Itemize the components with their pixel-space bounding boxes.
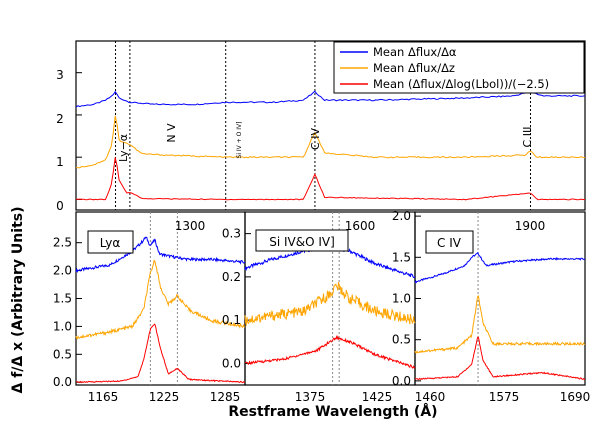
panel-civ-top-tick: 1900: [515, 219, 546, 233]
panel-siiv-ytick-label-4: 2.0: [392, 209, 411, 223]
xtick-1460: 1460: [415, 390, 446, 404]
top-panel-frame: [75, 40, 586, 211]
xtick-1165: 1165: [88, 390, 119, 404]
top-panel-series-2: [76, 157, 586, 201]
panel-lya-ytick-label-4: 2.0: [53, 264, 72, 278]
panel-lya-ytick-label-5: 2.5: [53, 236, 72, 250]
top-panel-series-1: [75, 115, 586, 169]
panel-civ-series-2: [415, 336, 586, 381]
panel-civ-series-0: [414, 251, 586, 284]
y-axis-title: Δ f/Δ x (Arbitrary Units): [10, 207, 26, 394]
top-ytick-1: 1: [56, 155, 64, 169]
panel-lya-ytick-label-3: 0.3: [222, 227, 241, 241]
panel-lya-ytick-label-2: 0.2: [222, 270, 241, 284]
xtick-1225: 1225: [149, 390, 180, 404]
panel-lya-series-1: [75, 259, 246, 340]
panel-siiv-series-1: [244, 281, 416, 327]
line-label-nv: N V: [165, 123, 178, 143]
panel-lya-ytick-label-0: 0.0: [53, 375, 72, 389]
xtick-1285: 1285: [210, 390, 241, 404]
panel-siiv-ytick-label-0: 0.0: [392, 374, 411, 388]
panel-label-box-civ: [425, 230, 474, 254]
panel-lya-ytick-label-3: 1.5: [53, 292, 72, 306]
xtick-1575: 1575: [489, 390, 520, 404]
panel-lya-top-tick: 1300: [175, 219, 206, 233]
panel-label-civ: C IV: [437, 236, 462, 250]
panel-lya-ytick-label-2: 1.0: [53, 319, 72, 333]
panel-lya-ytick-label-1: 0.5: [53, 347, 72, 361]
panel-lya-ytick-label-0: 0.0: [222, 356, 241, 370]
panel-label-box-lya: [87, 230, 134, 254]
legend-label-lbol: Mean (Δflux/Δlog(Lbol))/(−2.5): [373, 77, 549, 91]
legend: Mean Δflux/Δα Mean Δflux/Δz Mean (Δflux/…: [333, 41, 585, 94]
panel-siiv-ytick-label-2: 1.0: [392, 292, 411, 306]
top-ytick-3: 3: [56, 68, 64, 82]
xtick-1690: 1690: [560, 390, 591, 404]
line-label-ciii: C III: [521, 127, 534, 148]
panel-lya-series-2: [76, 323, 246, 384]
legend-label-alpha: Mean Δflux/Δα: [373, 45, 457, 59]
panel-lya-ytick-label-1: 0.1: [222, 313, 241, 327]
top-ytick-2: 2: [56, 112, 64, 126]
panel-civ-series-1: [414, 294, 586, 354]
panel-siiv-ytick-label-1: 0.5: [392, 333, 411, 347]
legend-label-z: Mean Δflux/Δz: [373, 61, 455, 75]
panel-siiv-ytick-label-3: 1.5: [392, 250, 411, 264]
line-label-siiv: Si IV + O IV]: [236, 122, 243, 159]
legend-box: [333, 41, 585, 94]
panel-siiv-series-2: [244, 334, 416, 369]
x-axis-title: Restframe Wavelength (Å): [228, 403, 437, 420]
top-ytick-0: 0: [56, 199, 64, 213]
line-label-lya: Ly−α: [117, 134, 130, 162]
xtick-1375: 1375: [295, 390, 326, 404]
panel-civ: [414, 212, 586, 385]
xtick-1425: 1425: [362, 390, 393, 404]
panel-lya: 0.0 0.5 1.0 1.5 2.0 2.5 0.0 0.1 0.2 0.3: [53, 212, 246, 389]
panel-label-siiv: Si IV&O IV]: [269, 235, 335, 249]
panel-label-box-siiv: [255, 229, 349, 252]
panel-siiv-top-tick: 1600: [345, 219, 376, 233]
panel-lya-series-0: [75, 236, 246, 274]
panel-label-lya: Lyα: [100, 236, 121, 250]
top-panel-series-0: [75, 90, 586, 108]
line-label-civ: C IV: [309, 128, 322, 150]
